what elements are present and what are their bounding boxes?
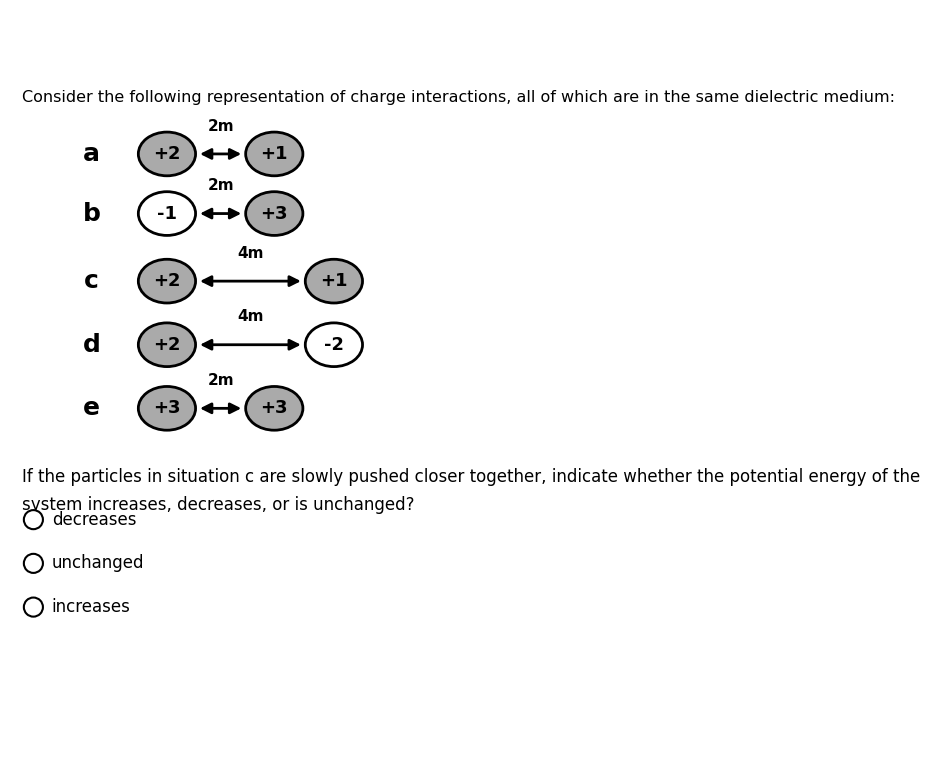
Ellipse shape xyxy=(246,192,303,236)
Text: +1: +1 xyxy=(320,272,347,290)
Ellipse shape xyxy=(138,323,196,366)
Text: a: a xyxy=(83,142,100,166)
Circle shape xyxy=(24,597,43,617)
Text: +2: +2 xyxy=(153,145,181,163)
Text: 2m: 2m xyxy=(207,178,234,194)
Ellipse shape xyxy=(138,132,196,176)
Ellipse shape xyxy=(305,323,362,366)
Text: -2: -2 xyxy=(324,336,343,353)
Text: c: c xyxy=(84,269,99,293)
Text: 4m: 4m xyxy=(237,246,263,261)
Text: d: d xyxy=(83,333,101,356)
Text: +2: +2 xyxy=(153,336,181,353)
Text: decreases: decreases xyxy=(52,511,136,529)
Text: 4m: 4m xyxy=(237,310,263,324)
Text: Consider the following representation of charge interactions, all of which are i: Consider the following representation of… xyxy=(23,90,895,106)
Ellipse shape xyxy=(138,386,196,430)
Text: +3: +3 xyxy=(261,399,288,418)
Ellipse shape xyxy=(246,132,303,176)
Text: +1: +1 xyxy=(261,145,288,163)
Ellipse shape xyxy=(246,386,303,430)
Circle shape xyxy=(24,510,43,529)
Ellipse shape xyxy=(138,192,196,236)
Text: increases: increases xyxy=(52,598,131,616)
Circle shape xyxy=(24,554,43,573)
Ellipse shape xyxy=(138,259,196,303)
Text: +3: +3 xyxy=(261,204,288,223)
Text: b: b xyxy=(83,201,101,226)
Ellipse shape xyxy=(305,259,362,303)
Text: unchanged: unchanged xyxy=(52,555,144,572)
Text: e: e xyxy=(83,396,100,420)
Text: If the particles in situation c are slowly pushed closer together, indicate whet: If the particles in situation c are slow… xyxy=(23,468,920,514)
Text: 2m: 2m xyxy=(207,373,234,388)
Text: +3: +3 xyxy=(153,399,181,418)
Text: +2: +2 xyxy=(153,272,181,290)
Text: 2m: 2m xyxy=(207,119,234,134)
Text: -1: -1 xyxy=(157,204,177,223)
